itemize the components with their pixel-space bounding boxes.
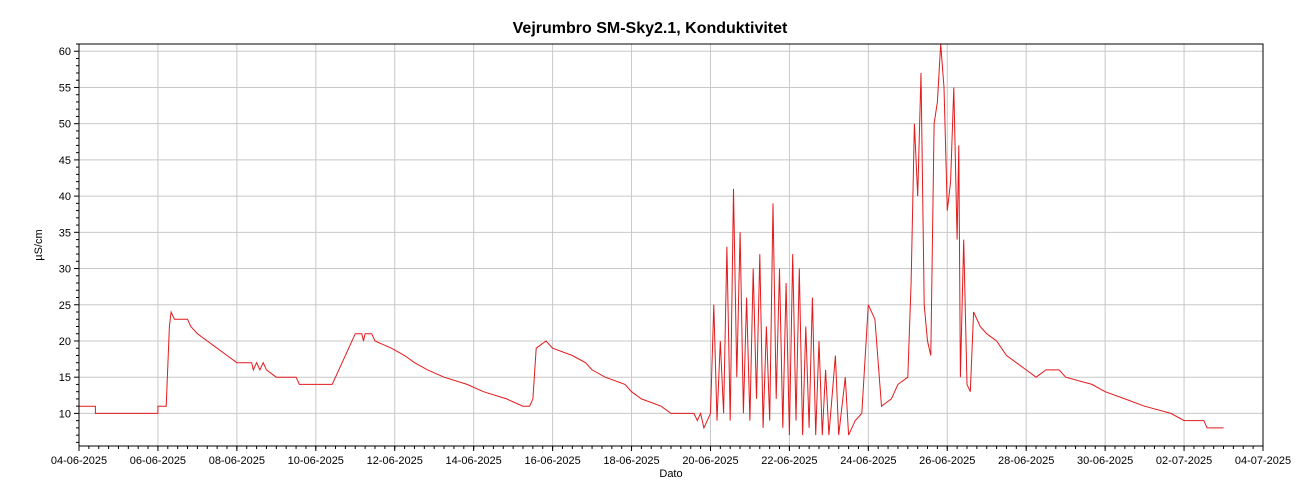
- y-tick-label: 15: [59, 372, 71, 384]
- x-tick-label: 18-06-2025: [603, 455, 659, 467]
- x-axis: 04-06-2025 06-06-2025 08-06-2025 10-06-2025…: [51, 446, 1291, 467]
- x-axis-label: Dato: [659, 468, 682, 480]
- y-axis-label: µS/cm: [33, 229, 45, 260]
- y-axis: 10 15 20 25 30 35 40 45 50 55 60: [59, 43, 79, 443]
- x-tick-label: 14-06-2025: [446, 455, 502, 467]
- y-tick-label: 20: [59, 336, 71, 348]
- y-tick-label: 55: [59, 82, 71, 94]
- x-tick-label: 16-06-2025: [524, 455, 580, 467]
- x-tick-label: 06-06-2025: [130, 455, 186, 467]
- x-tick-label: 12-06-2025: [367, 455, 423, 467]
- y-tick-label: 40: [59, 191, 71, 203]
- y-tick-label: 25: [59, 300, 71, 312]
- y-tick-label: 35: [59, 227, 71, 239]
- x-tick-label: 10-06-2025: [288, 455, 344, 467]
- x-tick-label: 20-06-2025: [682, 455, 738, 467]
- y-tick-label: 50: [59, 119, 71, 131]
- x-tick-label: 22-06-2025: [761, 455, 817, 467]
- y-tick-label: 10: [59, 408, 71, 420]
- x-tick-label: 02-07-2025: [1156, 455, 1212, 467]
- y-tick-label: 60: [59, 46, 71, 58]
- x-tick-label: 08-06-2025: [209, 455, 265, 467]
- grid: [78, 44, 1264, 446]
- chart-title: Vejrumbro SM-Sky2.1, Konduktivitet: [512, 20, 788, 37]
- x-tick-label: 26-06-2025: [919, 455, 975, 467]
- plot-frame: [78, 43, 1264, 447]
- x-tick-label: 28-06-2025: [998, 455, 1054, 467]
- y-tick-label: 30: [59, 264, 71, 276]
- x-tick-label: 04-06-2025: [51, 455, 107, 467]
- y-tick-label: 45: [59, 155, 71, 167]
- conductivity-line: [79, 43, 1224, 436]
- x-tick-label: 04-07-2025: [1235, 455, 1291, 467]
- x-tick-label: 30-06-2025: [1077, 455, 1133, 467]
- x-tick-label: 24-06-2025: [840, 455, 896, 467]
